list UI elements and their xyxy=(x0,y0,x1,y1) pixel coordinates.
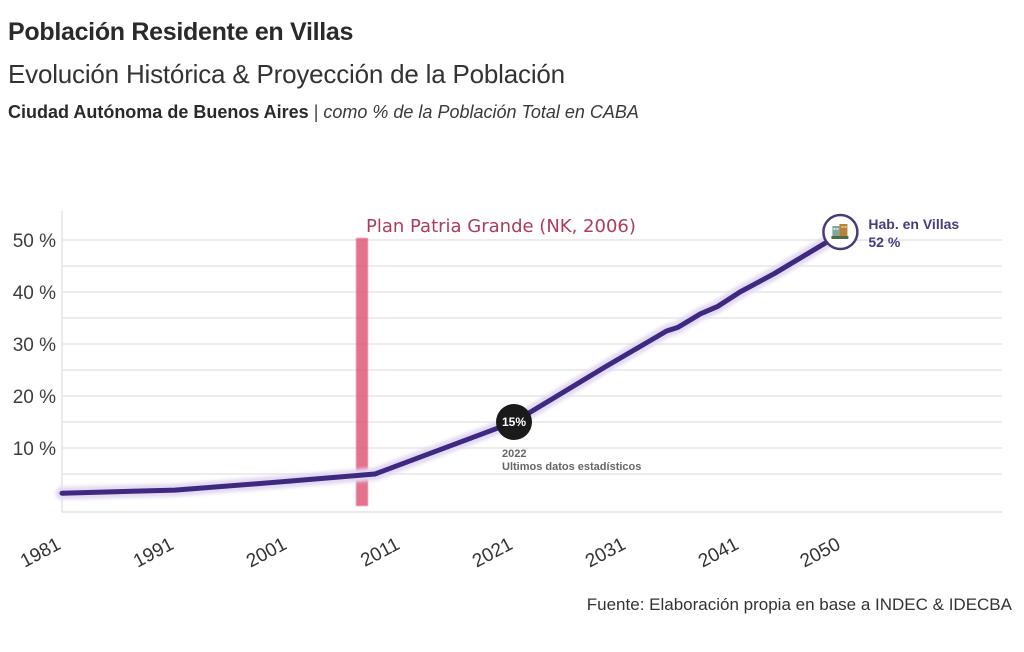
note-unit: como % de la Población Total en CABA xyxy=(323,102,639,122)
series-line-halo xyxy=(55,233,837,500)
buildings-icon xyxy=(831,224,849,239)
end-marker-value: 52 % xyxy=(868,234,900,250)
series-line xyxy=(59,237,833,496)
x-tick-label: 2011 xyxy=(357,534,403,572)
x-tick-label: 2031 xyxy=(582,534,629,572)
note-region: Ciudad Autónoma de Buenos Aires xyxy=(8,102,309,122)
series-hab-en-villas xyxy=(55,233,837,500)
plan-patria-grande-label: Plan Patria Grande (NK, 2006) xyxy=(366,216,636,237)
x-tick-label: 2001 xyxy=(243,534,290,572)
marker-2022-caption: Ultimos datos estadísticos xyxy=(502,461,641,473)
y-tick-label: 20 % xyxy=(13,387,56,408)
marker-2022 xyxy=(496,404,532,440)
x-tick-label: 1981 xyxy=(17,534,64,572)
y-tick-label: 30 % xyxy=(13,335,56,356)
x-tick-label: 1991 xyxy=(130,534,177,572)
source-note: Fuente: Elaboración propia en base a IND… xyxy=(586,595,1012,614)
marker-2022-value: 15% xyxy=(502,415,526,429)
marker-2022-year: 2022 xyxy=(502,448,526,460)
y-tick-label: 10 % xyxy=(13,439,56,460)
x-tick-label: 2021 xyxy=(469,534,516,572)
y-tick-label: 50 % xyxy=(13,231,56,252)
plan-patria-grande-bar xyxy=(356,238,368,506)
note-separator: | xyxy=(308,102,324,122)
grid xyxy=(62,239,1002,475)
end-marker-label: Hab. en Villas xyxy=(868,216,959,232)
chart-subtitle: Evolución Histórica & Proyección de la P… xyxy=(8,59,565,89)
axes: 10 % 20 % 30 % 40 % 50 % 1981 1991 2001 2011 2021… xyxy=(13,211,1002,572)
chart-note: Ciudad Autónoma de Buenos Aires | como %… xyxy=(8,102,639,123)
chart-title: Población Residente en Villas xyxy=(8,18,354,46)
markers: 15% 2022 Ultimos datos estadísticos Hab.… xyxy=(496,213,959,473)
y-tick-label: 40 % xyxy=(13,283,56,304)
annotations: Plan Patria Grande (NK, 2006) xyxy=(356,216,636,506)
data-points xyxy=(60,238,833,496)
x-tick-label: 2050 xyxy=(797,534,844,572)
x-tick-label: 2041 xyxy=(695,534,742,572)
